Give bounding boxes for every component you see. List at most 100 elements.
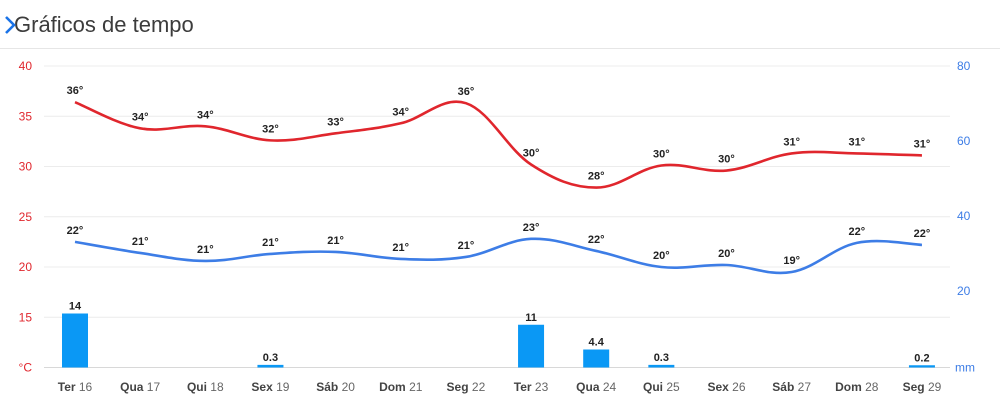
precip-bar-7	[518, 324, 545, 368]
x-tick-day: 18	[210, 380, 224, 394]
max-temp-label-5: 34°	[392, 106, 409, 118]
x-tick-dow: Sáb	[316, 380, 341, 394]
min-temp-label-2: 21°	[197, 244, 214, 256]
x-tick-dow: Qua	[576, 380, 603, 394]
x-tick-day: 16	[79, 380, 93, 394]
min-temp-label-6: 21°	[458, 240, 475, 252]
x-tick-day: 17	[147, 380, 161, 394]
x-tick-label-1: Qua 17	[120, 380, 160, 394]
min-temp-label-1: 21°	[132, 236, 149, 248]
max-temp-label-10: 30°	[718, 154, 735, 166]
x-tick-dow: Dom	[835, 380, 865, 394]
y-left-tick: 20	[19, 260, 33, 274]
x-tick-dow: Qua	[120, 380, 147, 394]
min-temp-label-7: 23°	[523, 222, 540, 234]
precip-bar-9	[648, 364, 675, 368]
x-tick-label-9: Qui 25	[643, 380, 680, 394]
x-tick-dow: Dom	[379, 380, 409, 394]
max-temp-label-13: 31°	[914, 138, 931, 150]
x-tick-day: 24	[603, 380, 617, 394]
x-tick-day: 26	[732, 380, 746, 394]
y-right-tick: 60	[957, 134, 971, 148]
y-right-unit: mm	[955, 361, 975, 375]
chevron-right-icon[interactable]	[0, 12, 20, 38]
x-tick-dow: Sex	[251, 380, 276, 394]
y-right-tick: 80	[957, 59, 971, 73]
x-tick-label-10: Sex 26	[707, 380, 745, 394]
y-right-tick: 40	[957, 209, 971, 223]
min-temp-label-11: 19°	[783, 255, 800, 267]
max-temp-label-7: 30°	[523, 147, 540, 159]
x-tick-day: 28	[865, 380, 879, 394]
x-tick-label-6: Seg 22	[447, 380, 486, 394]
x-tick-dow: Sáb	[772, 380, 797, 394]
min-temp-label-3: 21°	[262, 237, 279, 249]
x-tick-dow: Sex	[707, 380, 732, 394]
precip-label-0: 14	[69, 301, 82, 313]
x-tick-day: 29	[928, 380, 942, 394]
precip-label-13: 0.2	[914, 352, 929, 364]
y-left-unit: °C	[19, 361, 33, 375]
x-tick-label-7: Ter 23	[514, 380, 549, 394]
x-tick-day: 27	[798, 380, 812, 394]
min-temp-label-5: 21°	[392, 242, 409, 254]
max-temp-line	[74, 100, 922, 189]
y-left-tick: 35	[19, 109, 33, 123]
min-temp-label-4: 21°	[327, 235, 344, 247]
x-tick-label-4: Sáb 20	[316, 380, 355, 394]
max-temp-label-6: 36°	[458, 86, 475, 98]
max-temp-label-0: 36°	[67, 85, 84, 97]
min-temp-label-10: 20°	[718, 248, 735, 260]
x-tick-label-11: Sáb 27	[772, 380, 811, 394]
precip-label-9: 0.3	[654, 352, 669, 364]
x-tick-day: 21	[409, 380, 423, 394]
max-temp-label-3: 32°	[262, 123, 279, 135]
x-tick-label-5: Dom 21	[379, 380, 423, 394]
x-tick-dow: Ter	[58, 380, 79, 394]
y-left-tick: 25	[19, 210, 33, 224]
x-tick-dow: Seg	[903, 380, 928, 394]
precip-bar-3	[257, 364, 284, 368]
max-temp-label-12: 31°	[848, 136, 865, 148]
precip-label-8: 4.4	[589, 337, 605, 349]
min-temp-label-12: 22°	[848, 226, 865, 238]
max-temp-label-4: 33°	[327, 116, 344, 128]
x-tick-label-3: Sex 19	[251, 380, 289, 394]
x-tick-day: 23	[535, 380, 549, 394]
max-temp-label-8: 28°	[588, 171, 605, 183]
x-tick-label-8: Qua 24	[576, 380, 616, 394]
precip-bar-8	[583, 349, 610, 368]
page-title: Gráficos de tempo	[14, 12, 194, 37]
x-tick-dow: Qui	[187, 380, 210, 394]
max-temp-label-2: 34°	[197, 109, 214, 121]
max-temp-label-11: 31°	[783, 136, 800, 148]
x-tick-label-0: Ter 16	[58, 380, 93, 394]
x-tick-label-13: Seg 29	[903, 380, 942, 394]
precip-label-3: 0.3	[263, 352, 278, 364]
x-tick-label-2: Qui 18	[187, 380, 224, 394]
max-temp-label-9: 30°	[653, 148, 670, 160]
min-temp-label-0: 22°	[67, 225, 84, 237]
precip-bar-0	[62, 313, 88, 368]
x-tick-day: 19	[276, 380, 290, 394]
min-temp-label-9: 20°	[653, 250, 670, 262]
max-temp-label-1: 34°	[132, 111, 149, 123]
min-temp-label-8: 22°	[588, 234, 605, 246]
x-tick-dow: Seg	[447, 380, 472, 394]
min-temp-label-13: 22°	[914, 228, 931, 240]
y-left-tick: 30	[19, 160, 33, 174]
y-right-tick: 20	[957, 284, 971, 298]
x-tick-day: 22	[472, 380, 486, 394]
x-tick-label-12: Dom 28	[835, 380, 879, 394]
y-left-tick: 40	[19, 59, 33, 73]
y-left-tick: 15	[19, 310, 33, 324]
min-temp-line	[74, 237, 923, 275]
x-tick-day: 20	[342, 380, 356, 394]
precip-bar-13	[908, 365, 935, 368]
precip-label-7: 11	[525, 312, 537, 324]
header-divider	[0, 48, 1000, 49]
x-tick-dow: Qui	[643, 380, 666, 394]
x-tick-dow: Ter	[514, 380, 535, 394]
